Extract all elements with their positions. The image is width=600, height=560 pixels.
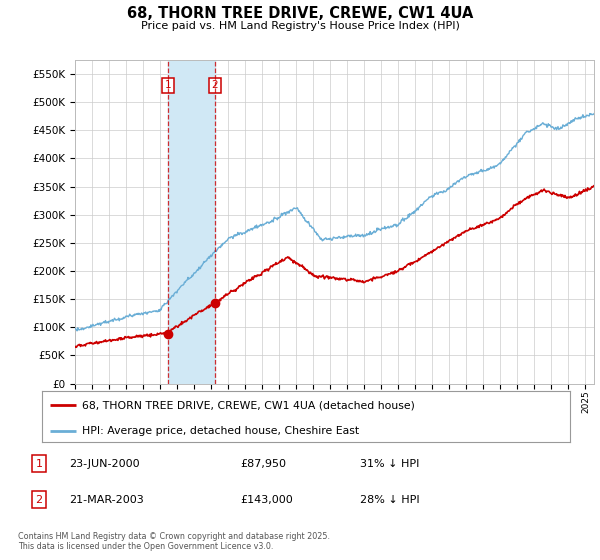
Bar	[168, 60, 215, 384]
Text: 1: 1	[165, 80, 172, 90]
Text: Price paid vs. HM Land Registry's House Price Index (HPI): Price paid vs. HM Land Registry's House …	[140, 21, 460, 31]
Text: 28% ↓ HPI: 28% ↓ HPI	[360, 494, 419, 505]
Text: 68, THORN TREE DRIVE, CREWE, CW1 4UA: 68, THORN TREE DRIVE, CREWE, CW1 4UA	[127, 6, 473, 21]
Text: 1: 1	[35, 459, 43, 469]
Text: HPI: Average price, detached house, Cheshire East: HPI: Average price, detached house, Ches…	[82, 426, 359, 436]
Text: £87,950: £87,950	[240, 459, 286, 469]
Text: 31% ↓ HPI: 31% ↓ HPI	[360, 459, 419, 469]
Text: 68, THORN TREE DRIVE, CREWE, CW1 4UA (detached house): 68, THORN TREE DRIVE, CREWE, CW1 4UA (de…	[82, 400, 415, 410]
Text: 23-JUN-2000: 23-JUN-2000	[69, 459, 140, 469]
Text: £143,000: £143,000	[240, 494, 293, 505]
Text: 21-MAR-2003: 21-MAR-2003	[69, 494, 144, 505]
Text: 2: 2	[35, 494, 43, 505]
Text: Contains HM Land Registry data © Crown copyright and database right 2025.
This d: Contains HM Land Registry data © Crown c…	[18, 532, 330, 552]
Text: 2: 2	[212, 80, 218, 90]
